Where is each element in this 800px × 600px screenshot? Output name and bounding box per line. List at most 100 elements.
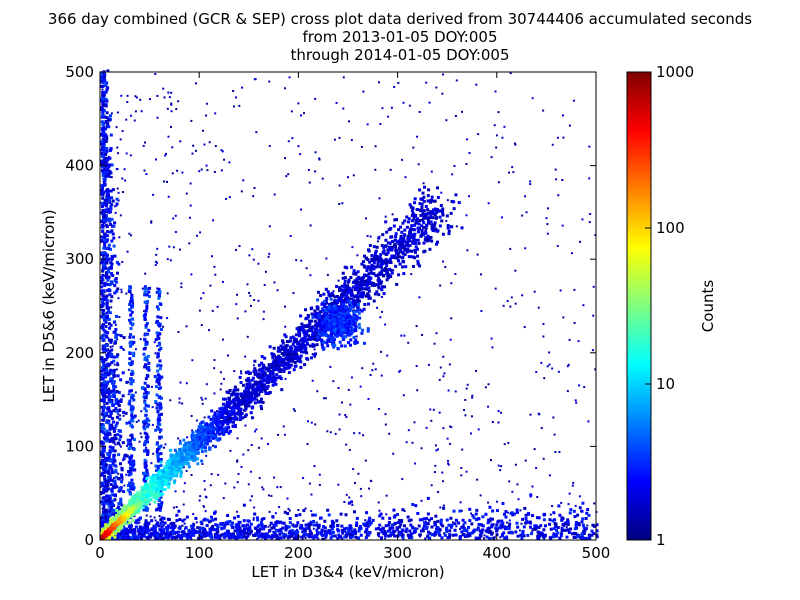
heatmap-point — [101, 115, 105, 119]
heatmap-point — [313, 534, 317, 538]
heatmap-point — [462, 523, 465, 526]
heatmap-point — [254, 430, 257, 433]
heatmap-point — [400, 531, 404, 535]
heatmap-point — [376, 532, 380, 536]
heatmap-point — [156, 455, 160, 459]
heatmap-point — [100, 205, 104, 209]
heatmap-point — [102, 349, 106, 353]
heatmap-point — [107, 317, 111, 321]
heatmap-point — [430, 525, 434, 529]
heatmap-point — [157, 324, 161, 328]
heatmap-point — [108, 149, 112, 153]
heatmap-point — [284, 533, 288, 537]
heatmap-point — [165, 528, 169, 532]
heatmap-point — [570, 252, 573, 255]
heatmap-point — [167, 91, 170, 94]
heatmap-point — [352, 468, 355, 471]
heatmap-point — [509, 305, 512, 308]
heatmap-point — [101, 483, 105, 487]
heatmap-point — [119, 345, 123, 349]
heatmap-point — [446, 536, 450, 540]
heatmap-point — [450, 426, 453, 429]
heatmap-point — [110, 229, 114, 233]
heatmap-point — [113, 493, 117, 497]
heatmap-point — [294, 533, 298, 537]
heatmap-point — [100, 133, 104, 137]
heatmap-point — [156, 247, 159, 250]
heatmap-point — [308, 181, 311, 184]
heatmap-point — [156, 344, 159, 347]
heatmap-point — [497, 410, 500, 413]
heatmap-point — [157, 287, 161, 291]
heatmap-point — [143, 449, 147, 453]
heatmap-point — [480, 310, 483, 313]
heatmap-point — [464, 414, 467, 417]
heatmap-point — [111, 259, 114, 262]
heatmap-point — [279, 486, 282, 489]
heatmap-point — [145, 471, 149, 475]
heatmap-point — [378, 197, 381, 200]
heatmap-point — [102, 474, 106, 478]
heatmap-point — [156, 426, 160, 430]
heatmap-point — [566, 528, 570, 532]
heatmap-point — [231, 525, 235, 529]
heatmap-point — [487, 202, 490, 205]
heatmap-point — [332, 290, 335, 293]
heatmap-point — [156, 354, 160, 358]
heatmap-point — [166, 317, 169, 320]
heatmap-point — [115, 333, 119, 337]
heatmap-point — [160, 435, 164, 439]
heatmap-point — [144, 519, 148, 523]
heatmap-point — [555, 178, 558, 181]
heatmap-point — [381, 233, 385, 237]
heatmap-point — [408, 104, 411, 107]
heatmap-point — [311, 379, 314, 382]
heatmap-point — [370, 480, 373, 483]
heatmap-point — [177, 509, 181, 513]
heatmap-point — [570, 532, 574, 536]
heatmap-point — [108, 219, 112, 223]
heatmap-point — [144, 440, 148, 444]
heatmap-point — [367, 286, 371, 290]
heatmap-point — [284, 305, 287, 308]
heatmap-point — [481, 515, 485, 519]
heatmap-point — [334, 432, 337, 435]
heatmap-point — [380, 295, 383, 298]
heatmap-point — [362, 90, 365, 93]
heatmap-point — [445, 530, 449, 534]
heatmap-point — [474, 512, 478, 516]
heatmap-point — [249, 522, 253, 526]
heatmap-point — [108, 199, 112, 203]
heatmap-point — [472, 530, 476, 534]
heatmap-point — [554, 451, 557, 454]
heatmap-point — [353, 482, 356, 485]
heatmap-point — [100, 192, 104, 196]
heatmap-point — [466, 534, 470, 538]
heatmap-point — [500, 534, 504, 538]
heatmap-point — [293, 531, 297, 535]
heatmap-point — [107, 494, 111, 498]
heatmap-point — [516, 525, 520, 529]
heatmap-point — [245, 393, 249, 397]
heatmap-point — [100, 201, 104, 205]
heatmap-point — [441, 92, 444, 95]
heatmap-point — [343, 282, 347, 286]
heatmap-point — [108, 349, 112, 353]
heatmap-point — [318, 473, 321, 476]
heatmap-point — [141, 526, 145, 530]
heatmap-point — [264, 270, 267, 273]
heatmap-point — [407, 519, 411, 523]
heatmap-point — [512, 171, 515, 174]
heatmap-point — [127, 402, 131, 406]
heatmap-point — [348, 286, 352, 290]
heatmap-point — [270, 536, 274, 540]
heatmap-point — [406, 234, 409, 237]
heatmap-point — [157, 418, 161, 422]
heatmap-point — [102, 504, 106, 508]
heatmap-point — [399, 369, 402, 372]
heatmap-point — [393, 85, 396, 88]
heatmap-point — [302, 350, 306, 354]
heatmap-point — [312, 523, 316, 527]
heatmap-point — [114, 323, 117, 326]
heatmap-point — [345, 533, 349, 537]
